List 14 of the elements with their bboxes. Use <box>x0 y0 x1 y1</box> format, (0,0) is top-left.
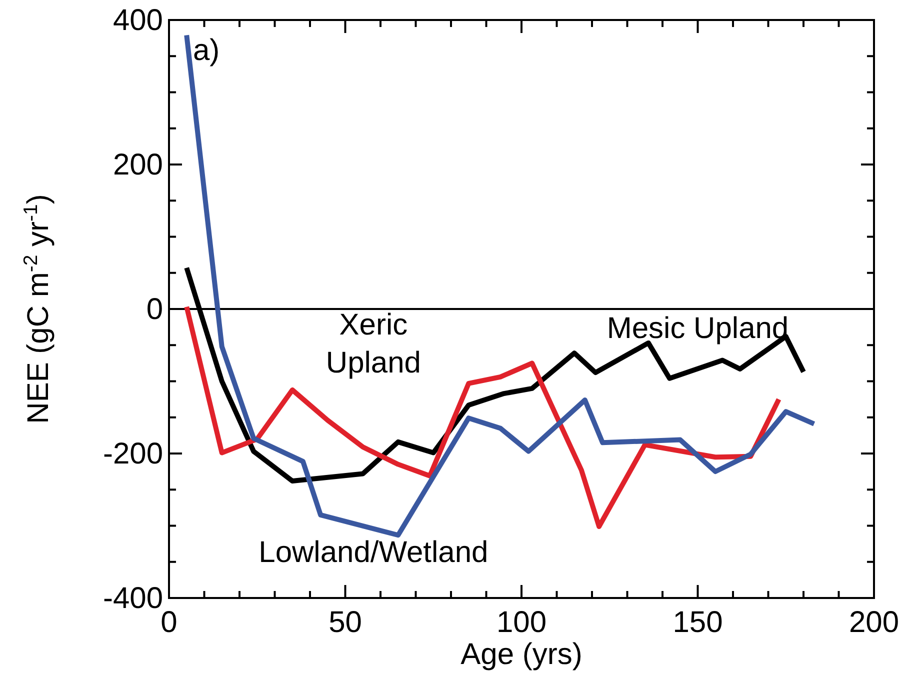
y-tick-label: 200 <box>112 148 163 182</box>
series-label: Xeric Upland <box>326 308 421 380</box>
annotation: a) <box>193 34 220 67</box>
series-label: Mesic Upland <box>606 312 789 345</box>
y-tick-label: -200 <box>102 438 163 470</box>
x-axis-title: Age (yrs) <box>460 638 582 671</box>
x-tick-label: 200 <box>848 606 900 639</box>
y-tick-label: 0 <box>146 293 163 326</box>
x-tick-label: 50 <box>328 606 362 639</box>
y-tick-label: 400 <box>112 4 163 37</box>
x-tick-label: 100 <box>496 606 547 639</box>
x-tick-label: 150 <box>672 606 723 639</box>
series-label: Lowland/Wetland <box>258 536 488 569</box>
y-tick-label: -400 <box>102 582 163 615</box>
